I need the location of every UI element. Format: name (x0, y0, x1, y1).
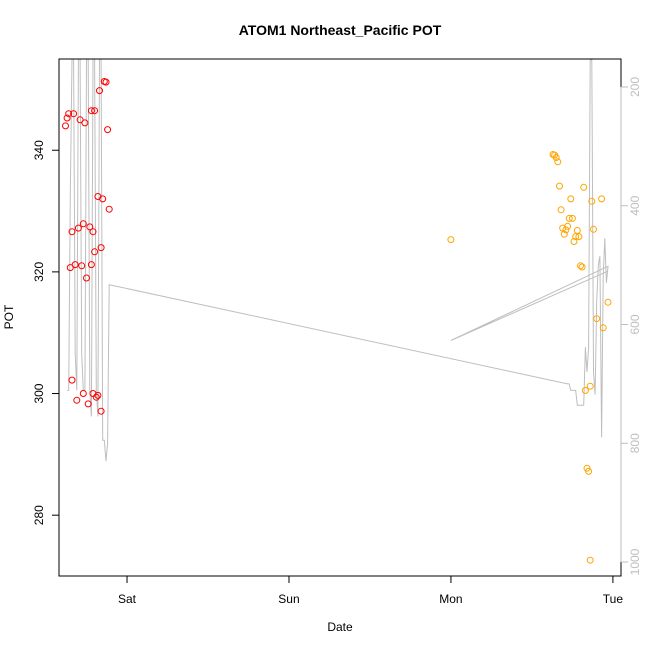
data-point-series-1-2 (63, 114, 71, 122)
data-point-series-1-16 (83, 274, 90, 282)
data-point-series-1-8 (71, 261, 79, 269)
y-axis-label: POT (2, 304, 16, 329)
y-axis-right: 200 400 600 800 1000 (620, 77, 642, 575)
data-point-series-2-24 (585, 467, 593, 475)
data-point-series-1-10 (74, 224, 82, 232)
data-point-series-1-4 (66, 264, 74, 272)
data-point-series-1-22 (89, 228, 97, 236)
y-tick-label: 280 (32, 505, 46, 525)
data-point-series-1-25 (92, 393, 100, 401)
data-point-series-1-6 (68, 228, 76, 236)
x-tick-label-tue: Tue (603, 592, 624, 606)
x-tick-label-sat: Sat (118, 592, 137, 606)
data-point-series-1-33 (102, 78, 110, 86)
data-point-series-2-12 (565, 214, 573, 222)
secondary-y-tick-label: 400 (628, 195, 642, 215)
data-point-series-1-19 (87, 107, 95, 115)
data-point-series-1-24 (91, 248, 99, 256)
data-point-series-2-25 (586, 382, 594, 390)
data-point-series-2-6 (556, 182, 563, 190)
x-axis-bottom: Sat Sun Mon Tue (118, 575, 624, 606)
data-point-series-2-14 (568, 214, 576, 222)
data-point-series-1-9 (73, 396, 81, 404)
data-point-series-2-30 (598, 195, 606, 203)
data-point-series-1-5 (68, 376, 76, 384)
data-point-series-1-7 (70, 110, 78, 118)
data-point-series-2-10 (562, 226, 570, 234)
secondary-y-tick-label: 1000 (628, 548, 642, 575)
data-point-series-2-1 (447, 236, 455, 244)
data-point-series-2-27 (588, 197, 596, 205)
x-tick-label-mon: Mon (439, 592, 462, 606)
points-layer (62, 78, 612, 564)
data-point-series-1-34 (104, 126, 112, 134)
data-point-series-2-31 (599, 324, 607, 332)
secondary-series-line (67, 57, 609, 462)
data-point-series-2-26 (586, 556, 594, 564)
data-point-series-1-28 (96, 87, 103, 95)
data-point-series-1-23 (91, 107, 99, 115)
data-point-series-2-4 (552, 154, 560, 161)
data-point-series-1-1 (62, 122, 69, 130)
data-point-series-2-11 (564, 222, 572, 230)
x-tick-label-sun: Sun (278, 592, 299, 606)
data-point-series-2-32 (604, 298, 612, 306)
secondary-y-tick-label: 600 (628, 314, 642, 334)
data-point-series-2-18 (575, 233, 583, 241)
data-point-series-2-5 (554, 158, 562, 166)
data-point-series-1-20 (87, 261, 95, 269)
secondary-line-layer (67, 57, 609, 462)
y-tick-label: 300 (32, 383, 46, 403)
data-point-series-2-28 (590, 225, 597, 233)
y-axis-left: 280 300 320 340 (32, 140, 60, 525)
secondary-y-tick-label: 800 (628, 433, 642, 453)
data-point-series-1-35 (105, 205, 113, 213)
chart-title: ATOM1 Northeast_Pacific POT (239, 22, 442, 38)
data-point-series-1-29 (97, 244, 105, 252)
data-point-series-2-19 (577, 262, 584, 270)
data-point-series-1-3 (65, 110, 73, 118)
data-point-series-2-20 (578, 263, 586, 271)
data-point-series-2-13 (567, 195, 575, 203)
data-point-series-2-15 (570, 238, 578, 245)
secondary-y-tick-label: 200 (628, 77, 642, 97)
y-tick-label: 340 (32, 140, 46, 160)
data-point-series-2-7 (557, 206, 565, 214)
data-point-series-1-31 (99, 195, 107, 203)
data-point-series-1-30 (97, 407, 105, 415)
data-point-series-2-29 (593, 315, 601, 323)
data-point-series-1-11 (76, 116, 84, 124)
data-point-series-2-21 (580, 183, 588, 191)
data-point-series-1-12 (78, 262, 86, 270)
data-point-series-2-9 (560, 230, 568, 238)
data-point-series-1-17 (84, 400, 92, 408)
data-point-series-1-15 (81, 119, 89, 127)
data-point-series-1-14 (79, 220, 87, 228)
data-point-series-1-27 (94, 391, 102, 399)
y-tick-label: 320 (32, 262, 46, 282)
data-point-series-2-22 (581, 387, 589, 394)
x-axis-label: Date (327, 620, 353, 634)
data-point-series-1-18 (86, 223, 94, 231)
data-point-series-1-13 (79, 390, 87, 397)
